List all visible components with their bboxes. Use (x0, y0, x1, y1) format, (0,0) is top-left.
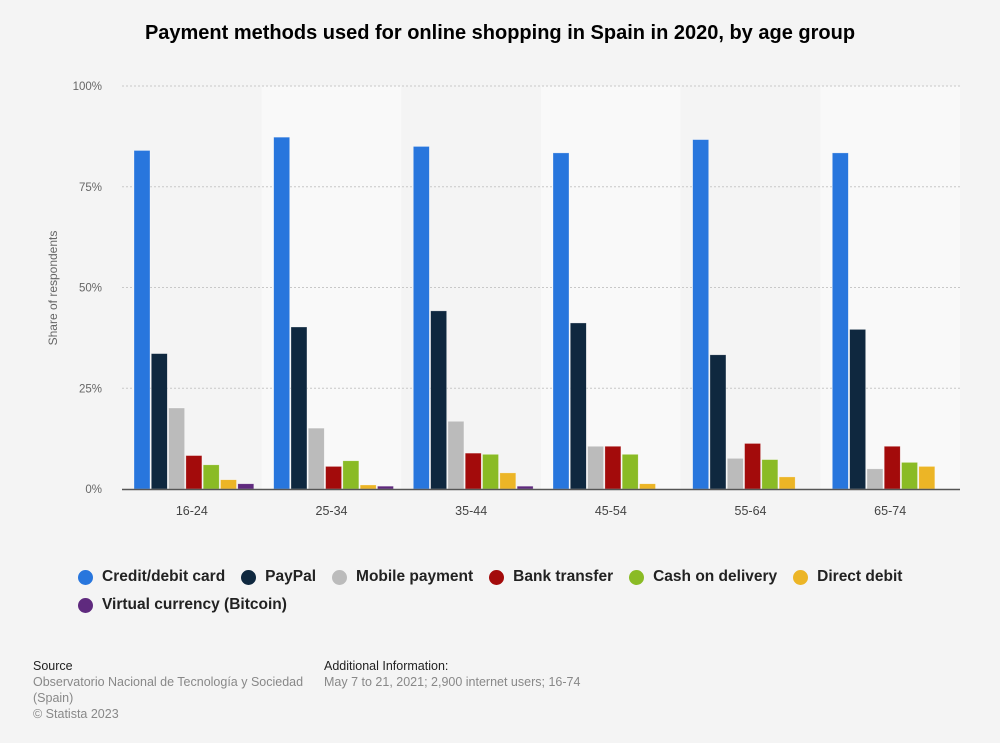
y-tick-label: 75% (79, 182, 102, 194)
bar-direct-debit-35-44 (499, 472, 517, 490)
legend-marker-icon (489, 569, 505, 585)
legend-label: Cash on delivery (653, 568, 778, 585)
bar-paypal-65-74 (849, 329, 866, 490)
additional-info-heading: Additional Information: (324, 659, 449, 673)
bar-direct-debit-55-64 (778, 476, 796, 490)
bar-bank-transfer-35-44 (464, 452, 482, 490)
legend-item[interactable]: Virtual currency (Bitcoin) (78, 595, 287, 615)
bar-virtual-currency-bitcoin-25-34 (377, 485, 394, 490)
bar-paypal-25-34 (290, 326, 308, 490)
legend-label: Virtual currency (Bitcoin) (102, 596, 287, 613)
bar-mobile-payment-25-34 (307, 427, 325, 490)
source-block: Source Observatorio Nacional de Tecnolog… (33, 658, 313, 722)
copyright: © Statista 2023 (33, 707, 119, 721)
bar-paypal-55-64 (709, 354, 727, 490)
bar-virtual-currency-bitcoin-16-24 (237, 483, 255, 490)
x-tick-label: 25-34 (316, 504, 348, 518)
bar-cash-on-delivery-35-44 (482, 454, 499, 490)
legend-marker-icon (78, 597, 93, 613)
x-tick-label: 35-44 (455, 504, 487, 518)
bar-credit-debit-card-55-64 (692, 139, 709, 490)
y-tick-label: 25% (79, 383, 102, 395)
bar-bank-transfer-45-54 (604, 445, 622, 490)
bar-virtual-currency-bitcoin-35-44 (516, 485, 534, 490)
bar-cash-on-delivery-16-24 (202, 464, 220, 490)
legend-item[interactable]: Credit/debit card (78, 567, 225, 587)
legend-marker-icon (629, 569, 645, 585)
legend-label: PayPal (265, 568, 317, 585)
y-tick-label: 0% (85, 484, 102, 496)
bar-direct-debit-45-54 (639, 483, 656, 490)
x-tick-label: 45-54 (595, 504, 627, 518)
legend-label: Direct debit (817, 568, 903, 585)
bar-bank-transfer-16-24 (185, 455, 203, 490)
x-tick-label: 55-64 (735, 504, 767, 518)
legend-item[interactable]: Bank transfer (489, 567, 613, 587)
y-tick-label: 100% (73, 81, 102, 93)
bar-cash-on-delivery-25-34 (342, 460, 360, 490)
bar-paypal-45-54 (569, 322, 587, 490)
legend-marker-icon (793, 569, 809, 585)
y-axis-label: Share of respondents (46, 231, 60, 346)
source-heading: Source (33, 659, 73, 673)
chart-title: Payment methods used for online shopping… (144, 22, 856, 44)
bar-credit-debit-card-45-54 (552, 152, 570, 490)
source-text[interactable]: Observatorio Nacional de Tecnología y So… (33, 675, 304, 705)
bar-credit-debit-card-35-44 (413, 146, 430, 490)
bar-mobile-payment-35-44 (447, 420, 465, 490)
x-tick-label: 16-24 (176, 504, 208, 518)
additional-info-block: Additional Information: May 7 to 21, 202… (324, 658, 724, 690)
legend: Credit/debit card PayPal Mobile payment Ban… (78, 567, 958, 623)
legend-marker-icon (332, 569, 348, 585)
bar-bank-transfer-65-74 (883, 445, 901, 490)
bar-mobile-payment-45-54 (587, 445, 604, 490)
legend-marker-icon (241, 569, 257, 585)
legend-label: Bank transfer (513, 568, 614, 585)
additional-info-text: May 7 to 21, 2021; 2,900 internet users;… (324, 675, 581, 689)
bar-cash-on-delivery-55-64 (761, 459, 779, 490)
bar-bank-transfer-55-64 (744, 443, 761, 490)
bar-direct-debit-25-34 (359, 484, 377, 490)
bar-cash-on-delivery-65-74 (901, 462, 918, 490)
y-tick-label: 50% (79, 283, 102, 295)
legend-item[interactable]: Mobile payment (332, 567, 473, 587)
bar-credit-debit-card-65-74 (832, 152, 849, 490)
legend-item[interactable]: Cash on delivery (629, 567, 777, 587)
bar-mobile-payment-65-74 (866, 468, 884, 490)
bar-mobile-payment-16-24 (168, 407, 185, 490)
bar-bank-transfer-25-34 (325, 466, 342, 490)
x-tick-label: 65-74 (874, 504, 906, 518)
bar-chart: 0% 25% 50% 75% 100% Share of respondents 16-24… (46, 81, 960, 518)
bar-paypal-35-44 (430, 310, 447, 490)
bar-cash-on-delivery-45-54 (621, 454, 639, 490)
bar-mobile-payment-55-64 (726, 458, 744, 490)
bar-credit-debit-card-16-24 (133, 150, 151, 490)
legend-label: Credit/debit card (102, 568, 226, 585)
legend-marker-icon (78, 569, 93, 585)
bar-direct-debit-16-24 (220, 479, 237, 490)
legend-item[interactable]: PayPal (241, 567, 316, 587)
bar-paypal-16-24 (151, 353, 168, 490)
legend-label: Mobile payment (356, 568, 474, 585)
bar-credit-debit-card-25-34 (273, 136, 290, 490)
legend-item[interactable]: Direct debit (793, 567, 902, 587)
bar-direct-debit-65-74 (918, 466, 936, 490)
